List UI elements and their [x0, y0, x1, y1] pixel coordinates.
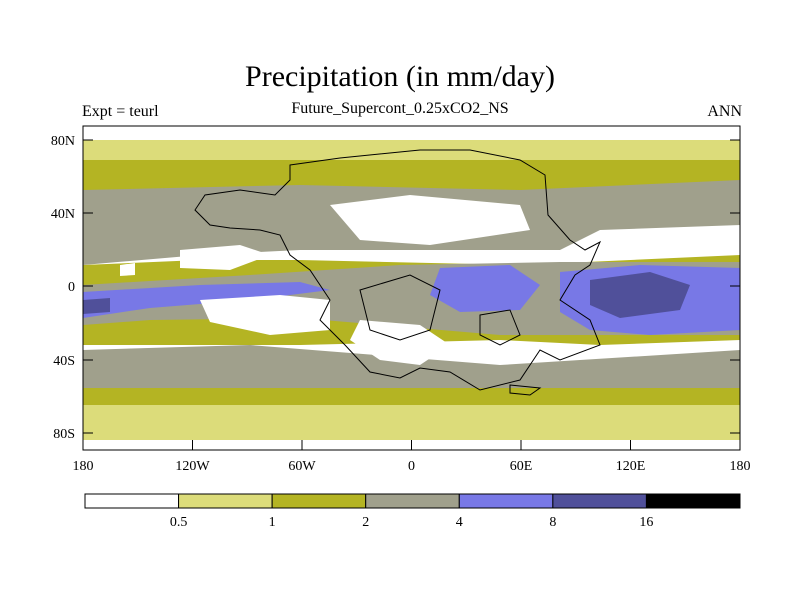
- x-tick-label: 0: [408, 459, 415, 474]
- north-dry-zone: [330, 195, 530, 245]
- colorbar-level-label: 8: [549, 515, 556, 530]
- south-gray-band: [83, 345, 740, 388]
- africa-blue: [430, 265, 540, 312]
- experiment-label: Expt = teurl: [82, 103, 159, 120]
- precip-contour-fill: [83, 126, 740, 450]
- colorbar-box: [645, 493, 741, 509]
- colorbar-box: [458, 493, 554, 509]
- x-tick-label: 60E: [510, 459, 533, 474]
- x-tick-label: 120W: [175, 459, 210, 474]
- y-tick-labels: 80N 40N 0 40S 80S: [51, 134, 75, 442]
- colorbar-level-label: 16: [639, 515, 653, 530]
- x-tick-labels: 180 120W 60W 0 60E 120E 180: [73, 459, 751, 474]
- colorbar-box: [178, 493, 273, 509]
- colorbar-labels: 0.5 1 2 4 8 16: [170, 515, 654, 530]
- y-tick-label: 80S: [53, 427, 75, 442]
- y-tick-label: 0: [68, 280, 75, 295]
- colorbar-level-label: 1: [269, 515, 276, 530]
- continent-outline: [194, 149, 602, 396]
- colorbar-box: [365, 493, 460, 509]
- colorbar-level-label: 0.5: [170, 515, 188, 530]
- y-tick-label: 40N: [51, 207, 75, 222]
- plot-subtitle: Future_Supercont_0.25xCO2_NS: [291, 100, 509, 117]
- x-tick-label: 120E: [616, 459, 646, 474]
- dateline-heavy: [83, 298, 110, 314]
- colorbar-level-label: 4: [456, 515, 463, 530]
- x-tick-label: 60W: [288, 459, 316, 474]
- colorbar: [84, 493, 741, 509]
- colorbar-box: [84, 493, 180, 509]
- axis-ticks: [82, 139, 741, 450]
- colorbar-box: [271, 493, 367, 509]
- x-tick-label: 180: [73, 459, 94, 474]
- y-tick-label: 40S: [53, 354, 75, 369]
- dry-spot: [120, 263, 135, 276]
- y-tick-label: 80N: [51, 134, 75, 149]
- warm-pool-heavy: [590, 272, 690, 318]
- colorbar-level-label: 2: [362, 515, 369, 530]
- south-pacific-dry: [200, 295, 330, 335]
- colorbar-box: [552, 493, 647, 509]
- plot-title: Precipitation (in mm/day): [245, 60, 555, 93]
- x-tick-label: 180: [730, 459, 751, 474]
- north-pacific-dry: [180, 245, 270, 270]
- season-label: ANN: [707, 103, 742, 120]
